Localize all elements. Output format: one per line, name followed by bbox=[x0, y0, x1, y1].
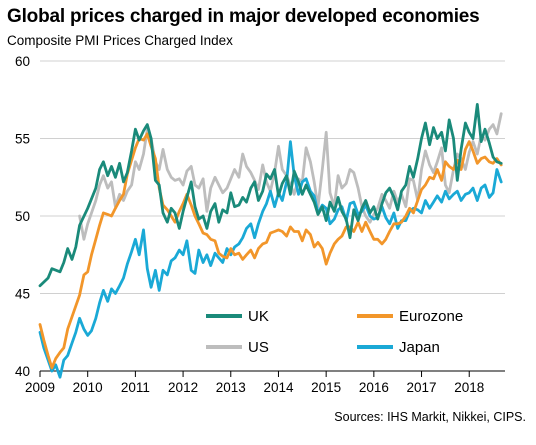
series-line-japan bbox=[38, 140, 503, 379]
y-tick-label: 50 bbox=[15, 209, 30, 224]
x-tick-label: 2010 bbox=[73, 380, 103, 395]
y-tick-label: 45 bbox=[15, 287, 30, 302]
series-line-eurozone bbox=[38, 132, 503, 370]
y-tick-label: 60 bbox=[15, 54, 30, 69]
series-line-uk bbox=[38, 103, 503, 288]
y-axis-ticks: 40 45 50 55 60 bbox=[15, 54, 30, 379]
x-tick-label: 2013 bbox=[216, 380, 246, 395]
x-tick-label: 2018 bbox=[454, 380, 484, 395]
chart-subtitle: Composite PMI Prices Charged Index bbox=[7, 33, 233, 48]
y-tick-label: 55 bbox=[15, 132, 30, 147]
x-axis: 2009 2010 2011 2012 2013 2014 2015 2016 2017 2018 bbox=[25, 370, 505, 395]
chart-title: Global prices charged in major developed… bbox=[7, 6, 480, 27]
source-note: Sources: IHS Markit, Nikkei, CIPS. bbox=[334, 410, 526, 424]
x-tick-label: 2017 bbox=[407, 380, 437, 395]
x-tick-label: 2015 bbox=[311, 380, 341, 395]
x-tick-label: 2016 bbox=[359, 380, 389, 395]
x-tick-label: 2014 bbox=[263, 380, 294, 395]
x-tick-label: 2009 bbox=[25, 380, 55, 395]
legend-label-uk: UK bbox=[248, 308, 269, 325]
x-tick-label: 2011 bbox=[121, 380, 150, 395]
legend-label-eurozone: Eurozone bbox=[399, 308, 463, 325]
y-tick-label: 40 bbox=[15, 364, 30, 379]
legend: UK Eurozone US Japan bbox=[206, 308, 463, 356]
legend-label-japan: Japan bbox=[399, 339, 440, 356]
legend-label-us: US bbox=[248, 339, 269, 356]
x-tick-label: 2012 bbox=[168, 380, 198, 395]
series-lines bbox=[38, 103, 503, 379]
